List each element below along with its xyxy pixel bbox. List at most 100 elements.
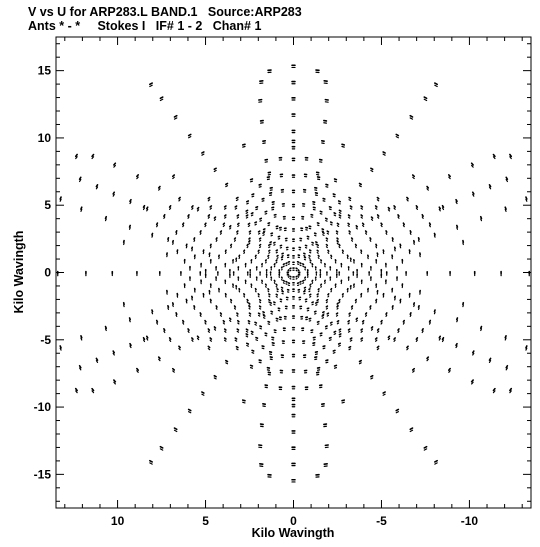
visibility-point [316, 251, 319, 254]
visibility-point [259, 219, 262, 222]
visibility-point [479, 215, 483, 220]
visibility-point [409, 312, 412, 315]
visibility-point [375, 207, 378, 210]
visibility-point [332, 351, 336, 354]
x-tick-label: -5 [376, 514, 387, 528]
visibility-point [95, 186, 99, 190]
visibility-point [276, 290, 279, 293]
visibility-point [387, 209, 391, 212]
visibility-point [255, 208, 259, 211]
visibility-point [347, 328, 351, 331]
visibility-point [509, 156, 512, 160]
visibility-point [333, 364, 338, 367]
visibility-point [236, 312, 239, 315]
visibility-point [415, 205, 419, 208]
visibility-point [259, 325, 263, 328]
visibility-point [196, 335, 200, 339]
visibility-point [204, 322, 207, 325]
visibility-point [509, 390, 512, 394]
visibility-point [417, 307, 420, 310]
visibility-point [225, 182, 229, 186]
visibility-point [336, 307, 339, 310]
visibility-point [171, 174, 176, 178]
visibility-point [333, 180, 338, 183]
visibility-point [360, 330, 363, 333]
visibility-point [267, 290, 270, 293]
visibility-point [376, 347, 380, 351]
visibility-point [243, 293, 246, 296]
visibility-point [236, 230, 239, 233]
visibility-point [387, 335, 391, 339]
visibility-point [421, 213, 424, 217]
visibility-point [338, 344, 341, 347]
visibility-point [302, 263, 305, 266]
visibility-point [175, 230, 178, 233]
visibility-point [223, 214, 227, 217]
visibility-point [241, 399, 246, 402]
visibility-point [317, 287, 320, 291]
visibility-point [248, 242, 251, 245]
visibility-point [128, 224, 132, 228]
visibility-point [338, 328, 342, 331]
visibility-point [324, 217, 328, 220]
visibility-point [504, 208, 507, 212]
visibility-point [181, 222, 185, 226]
visibility-point [223, 337, 227, 340]
visibility-point [178, 345, 181, 349]
visibility-point [406, 199, 409, 202]
visibility-point [172, 176, 175, 180]
visibility-point [275, 259, 278, 262]
visibility-point [391, 307, 394, 310]
visibility-point [59, 196, 62, 200]
visibility-point [269, 304, 272, 306]
visibility-point [113, 162, 117, 166]
visibility-point [59, 347, 62, 351]
visibility-point [409, 314, 412, 317]
visibility-point [235, 196, 239, 200]
visibility-point [193, 305, 196, 308]
visibility-point [316, 293, 319, 296]
visibility-point [213, 326, 217, 329]
visibility-point [258, 243, 262, 247]
visibility-point [417, 237, 420, 241]
visibility-point [426, 185, 430, 189]
visibility-point [470, 162, 474, 166]
visibility-point [350, 305, 354, 308]
visibility-point [370, 216, 374, 219]
visibility-point [309, 283, 312, 286]
visibility-point [151, 235, 154, 238]
visibility-point [228, 224, 232, 228]
visibility-point [351, 307, 354, 310]
visibility-point [358, 362, 362, 365]
visibility-point [370, 328, 374, 331]
visibility-point [78, 364, 82, 369]
visibility-point [275, 295, 278, 298]
visibility-point [393, 337, 396, 340]
visibility-point [338, 211, 342, 214]
visibility-point [370, 374, 374, 378]
visibility-point [335, 314, 339, 317]
visibility-point [91, 153, 95, 158]
visibility-point [255, 336, 259, 339]
visibility-point [375, 298, 378, 302]
visibility-point [168, 337, 172, 340]
visibility-point [207, 199, 211, 202]
visibility-point [361, 222, 365, 226]
visibility-point [149, 82, 153, 86]
visibility-point [338, 333, 342, 336]
visibility-point [395, 408, 400, 412]
visibility-point [315, 304, 318, 306]
visibility-point [254, 257, 257, 260]
visibility-point [163, 216, 166, 219]
visibility-point [308, 288, 311, 291]
visibility-point [113, 379, 117, 383]
visibility-point [223, 328, 227, 331]
visibility-point [267, 287, 270, 291]
visibility-point [320, 261, 322, 264]
visibility-point [248, 232, 252, 235]
visibility-point [455, 201, 458, 205]
y-tick-label: -15 [34, 467, 52, 481]
visibility-point [59, 345, 62, 349]
visibility-point [188, 411, 192, 414]
visibility-point [236, 222, 240, 226]
